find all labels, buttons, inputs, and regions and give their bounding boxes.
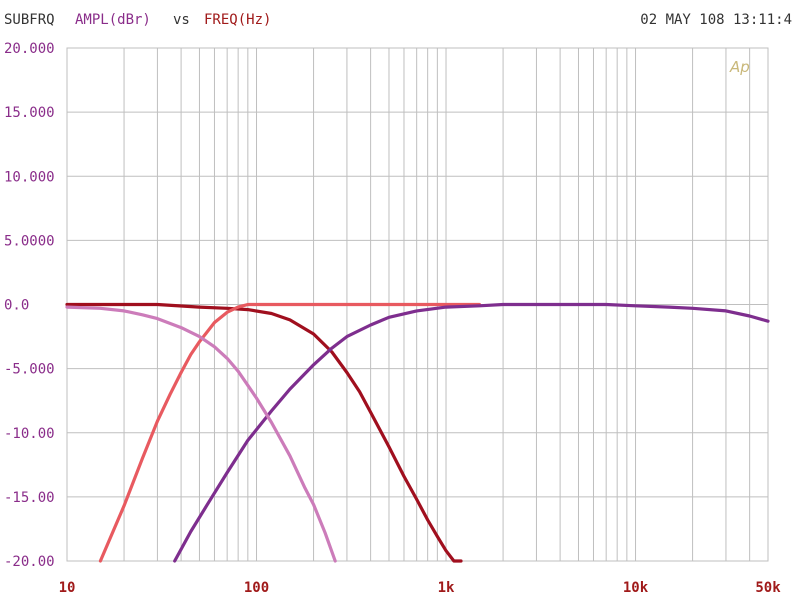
header-prefix: SUBFRQ (4, 12, 55, 28)
curves (65, 302, 770, 563)
y-tick-label: 5.0000 (4, 233, 55, 249)
y-tick-label: -15.00 (4, 490, 55, 506)
header-ylabel: AMPL(dBr) (75, 12, 151, 28)
series-line-4 (65, 305, 337, 563)
ap-logo-watermark: Ap (729, 58, 750, 76)
x-tick-label: 1k (438, 580, 455, 596)
x-tick-label: 50k (755, 580, 781, 596)
series-line-3 (173, 302, 770, 563)
header-vs: vs (173, 12, 190, 28)
y-tick-label: 10.000 (4, 169, 55, 185)
y-tick-label: -5.000 (4, 362, 55, 378)
y-axis-ticks: 20.000 15.000 10.000 5.0000 0.0 -5.000 -10.00 -… (4, 41, 55, 570)
y-tick-label: -20.00 (4, 554, 55, 570)
x-tick-label: 10 (59, 580, 76, 596)
header-xlabel: FREQ(Hz) (204, 12, 271, 28)
series-line-2 (98, 302, 481, 563)
x-axis-ticks: 10 100 1k 10k 50k (59, 580, 782, 596)
header-timestamp: 02 MAY 108 13:11:4 (640, 12, 792, 28)
x-tick-label: 10k (623, 580, 649, 596)
x-tick-label: 100 (244, 580, 269, 596)
y-tick-label: 20.000 (4, 41, 55, 57)
y-tick-label: -10.00 (4, 426, 55, 442)
y-tick-label: 0.0 (4, 298, 29, 314)
series-line-1 (65, 302, 463, 563)
y-tick-label: 15.000 (4, 105, 55, 121)
